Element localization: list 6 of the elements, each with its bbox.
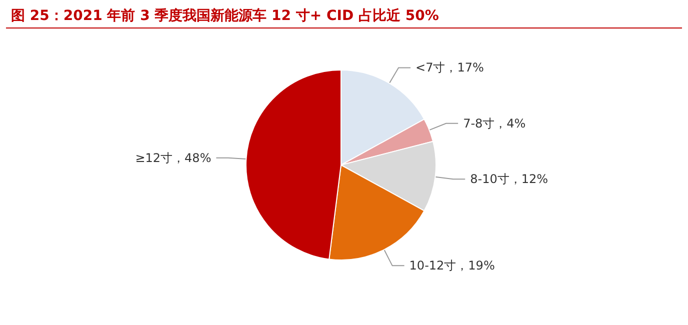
slice-label: 7-8寸，4% — [463, 116, 526, 130]
chart-title: 图 25：2021 年前 3 季度我国新能源车 12 寸+ CID 占比近 50% — [11, 7, 439, 24]
slice-label: 10-12寸，19% — [409, 258, 495, 273]
slice-label: ≥12寸，48% — [135, 150, 212, 165]
slice-label: 8-10寸，12% — [470, 172, 548, 186]
slice-label: <7寸，17% — [416, 60, 484, 75]
